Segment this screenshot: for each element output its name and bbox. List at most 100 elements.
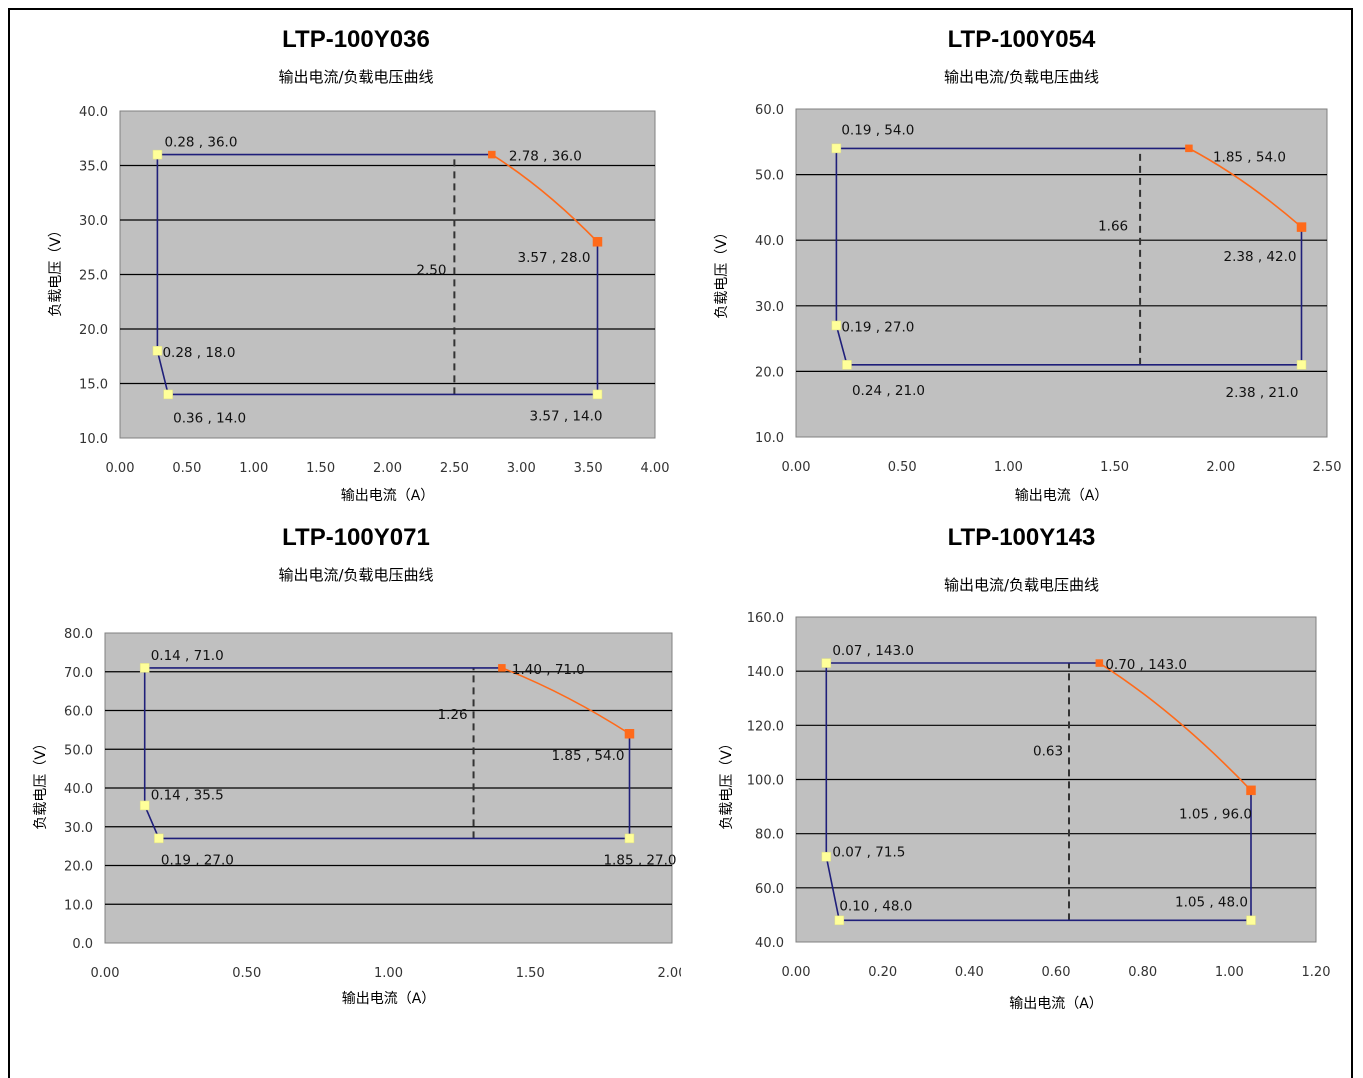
x-tick-label: 1.00: [994, 460, 1023, 475]
y-tick-label: 60.0: [755, 882, 784, 897]
data-point-label: 1.05 , 96.0: [1179, 806, 1252, 822]
y-tick-label: 80.0: [64, 627, 93, 642]
figure-frame: [8, 8, 1353, 1078]
y-tick-label: 60.0: [64, 705, 93, 720]
series-line-0: [143, 667, 502, 839]
chart-subtitle: 输出电流/负载电压曲线: [278, 68, 434, 86]
data-point-marker: [488, 150, 496, 159]
data-point-label: 0.19 , 54.0: [841, 122, 914, 138]
data-point-marker: [1296, 222, 1307, 232]
x-tick-label: 3.00: [507, 461, 536, 476]
chart-panel-ltp-100y036: LTP-100Y036 输出电流/负载电压曲线 10.0 15.0 20.0 25.0…: [0, 0, 681, 532]
dashed-line-label: 0.63: [1033, 744, 1063, 760]
x-tick-label: 1.50: [306, 461, 335, 476]
chart-svg-0: 10.0 15.0 20.0 25.0 30.0 35.0 40.0 0.00 0.50 1.00…: [48, 105, 669, 504]
x-tick-label: 0.50: [888, 460, 917, 475]
y-tick-label: 25.0: [79, 269, 108, 284]
chart-subtitle: 输出电流/负载电压曲线: [943, 576, 1100, 594]
x-tick-label: 1.00: [239, 461, 268, 476]
x-tick-label: 0.50: [172, 461, 201, 476]
y-tick-label: 50.0: [755, 169, 784, 184]
y-tick-label: 40.0: [64, 782, 93, 797]
chart-subtitle: 输出电流/负载电压曲线: [278, 566, 434, 584]
y-tick-label: 100.0: [747, 774, 784, 789]
x-tick-label: 1.20: [1302, 965, 1331, 980]
dashed-line-label: 1.26: [438, 707, 468, 723]
chart-title: LTP-100Y143: [947, 524, 1096, 551]
x-tick-label: 1.00: [1215, 965, 1244, 980]
data-point-marker: [1095, 659, 1104, 667]
y-tick-label: 10.0: [755, 431, 784, 446]
x-tick-label: 3.50: [574, 461, 603, 476]
y-tick-label: 70.0: [64, 666, 93, 681]
x-tick-label: 0.00: [91, 966, 120, 981]
x-tick-label: 2.00: [1206, 460, 1235, 475]
data-point-label: 0.10 , 48.0: [839, 898, 912, 914]
data-point-marker: [152, 149, 163, 160]
data-point-marker: [624, 729, 635, 739]
data-point-label: 0.14 , 35.5: [151, 787, 224, 803]
x-axis-title: 输出电流（A）: [1015, 488, 1109, 504]
data-point-marker: [1296, 360, 1307, 370]
y-tick-label: 50.0: [64, 743, 93, 758]
x-tick-label: 0.00: [106, 461, 135, 476]
x-tick-label: 2.00: [658, 966, 681, 981]
y-tick-label: 10.0: [79, 432, 108, 447]
series-line-constant-power: [1188, 147, 1303, 228]
series-line-0: [835, 147, 1189, 366]
chart-panel-ltp-100y071: LTP-100Y071 输出电流/负载电压曲线 0.0 10.0 20.0 30.0 4…: [0, 518, 681, 1050]
y-tick-label: 30.0: [755, 300, 784, 315]
dashed-line-label: 1.66: [1098, 219, 1128, 235]
chart-title: LTP-100Y071: [282, 524, 430, 551]
y-tick-label: 160.0: [747, 611, 784, 626]
data-point-label: 0.19 , 27.0: [161, 852, 234, 868]
data-point-label: 2.38 , 42.0: [1224, 249, 1297, 265]
data-point-marker: [592, 237, 603, 247]
y-axis-title: 负载电压（V）: [719, 736, 735, 830]
x-tick-label: 1.50: [1100, 460, 1129, 475]
x-tick-label: 2.50: [440, 461, 469, 476]
data-point-label: 3.57 , 28.0: [517, 250, 590, 266]
series-line-0: [825, 662, 1100, 921]
y-tick-label: 140.0: [747, 665, 784, 680]
x-tick-label: 0.60: [1042, 965, 1071, 980]
y-tick-label: 30.0: [64, 821, 93, 836]
y-tick-label: 10.0: [64, 898, 93, 913]
chart-subtitle: 输出电流/负载电压曲线: [943, 68, 1100, 86]
x-tick-label: 0.80: [1128, 965, 1157, 980]
chart-title: LTP-100Y036: [282, 26, 430, 53]
data-point-marker: [139, 800, 150, 811]
series-line-constant-power: [501, 667, 630, 735]
data-point-marker: [592, 389, 603, 400]
data-point-marker: [821, 851, 832, 862]
y-tick-label: 120.0: [747, 719, 784, 734]
chart-svg-2: 0.0 10.0 20.0 30.0 40.0 50.0 60.0 70.0 80.0 0.00 0…: [33, 627, 681, 1007]
x-tick-label: 0.40: [955, 965, 984, 980]
x-axis-title: 输出电流（A）: [341, 488, 435, 504]
x-tick-label: 1.00: [374, 966, 403, 981]
y-tick-label: 40.0: [755, 234, 784, 249]
data-point-marker: [831, 320, 842, 331]
data-point-label: 0.70 , 143.0: [1105, 657, 1187, 673]
y-axis-title: 负载电压（V）: [33, 736, 49, 830]
y-tick-label: 20.0: [64, 860, 93, 875]
y-tick-label: 20.0: [755, 365, 784, 380]
data-point-label: 1.05 , 48.0: [1175, 894, 1248, 910]
y-tick-label: 40.0: [755, 936, 784, 951]
data-point-marker: [154, 833, 164, 844]
data-point-marker: [831, 143, 842, 154]
x-tick-label: 0.20: [868, 965, 897, 980]
data-point-marker: [1246, 785, 1256, 796]
plot-area: [795, 108, 1328, 438]
data-point-label: 0.07 , 143.0: [832, 643, 914, 659]
data-point-marker: [139, 663, 150, 673]
data-point-label: 0.07 , 71.5: [832, 845, 905, 861]
data-point-label: 0.36 , 14.0: [173, 410, 246, 426]
y-tick-label: 20.0: [79, 323, 108, 338]
x-axis-title: 输出电流（A）: [342, 991, 436, 1007]
data-point-marker: [152, 346, 163, 356]
chart-panel-ltp-100y054: LTP-100Y054 输出电流/负载电压曲线 10.0 20.0 30.0 40.0…: [681, 0, 1362, 532]
y-tick-label: 30.0: [79, 214, 108, 229]
data-point-marker: [624, 833, 635, 844]
data-point-label: 2.78 , 36.0: [509, 149, 582, 165]
